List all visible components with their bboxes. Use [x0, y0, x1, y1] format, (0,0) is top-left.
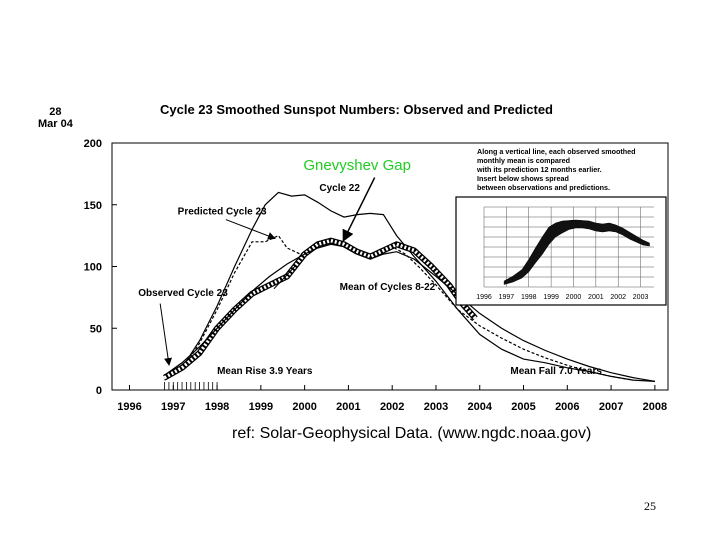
- y-tick-label-0: 0: [96, 385, 102, 397]
- inset-tick-label-2000: 2000: [566, 294, 582, 301]
- chart-title: Cycle 23 Smoothed Sunspot Numbers: Obser…: [160, 102, 553, 117]
- x-tick-label-2005: 2005: [511, 401, 535, 413]
- annotation-observed-cycle-23: Observed Cycle 23: [138, 288, 228, 299]
- inset-tick-label-2003: 2003: [633, 294, 649, 301]
- series-cycle-22: [164, 191, 655, 382]
- x-tick-label-2007: 2007: [599, 401, 623, 413]
- inset-tick-label-1997: 1997: [499, 294, 515, 301]
- x-tick-label-1998: 1998: [205, 401, 229, 413]
- inset-note-line-5: between observations and predictions.: [477, 183, 610, 192]
- annotation-mean-of-cycles-8-22: Mean of Cycles 8-22: [340, 282, 436, 293]
- inset-note-line-4: Insert below shows spread: [477, 174, 569, 183]
- annotation-gnevyshev-gap: Gnevyshev Gap: [303, 157, 411, 174]
- annotation-predicted-cycle-23: Predicted Cycle 23: [178, 207, 267, 218]
- date-month-year: Mar 04: [38, 118, 73, 130]
- inset-tick-label-2001: 2001: [588, 294, 604, 301]
- series-observed-cycle-23-band: [163, 237, 478, 381]
- inset-frame: [455, 196, 667, 306]
- gap-arrow: [342, 177, 376, 243]
- observed-arrow: [159, 303, 173, 367]
- date-stamp: 28 Mar 04: [38, 106, 73, 130]
- x-tick-label-2004: 2004: [468, 401, 493, 413]
- x-tick-label-2006: 2006: [555, 401, 579, 413]
- x-tick-label-1996: 1996: [117, 401, 141, 413]
- inset-tick-label-1999: 1999: [543, 294, 559, 301]
- inset-tick-label-1996: 1996: [476, 294, 492, 301]
- x-tick-label-2001: 2001: [336, 401, 360, 413]
- y-tick-label-100: 100: [84, 262, 102, 274]
- annotation-mean-rise-3-9-years: Mean Rise 3.9 Years: [217, 366, 313, 377]
- mean-leader: [273, 264, 297, 290]
- annotation-cycle-22: Cycle 22: [319, 183, 360, 194]
- inset-note-line-1: Along a vertical line, each observed smo…: [477, 147, 636, 156]
- page-number: 25: [644, 499, 656, 513]
- inset-note-line-2: monthly mean is compared: [477, 156, 570, 165]
- inset-tick-label-1998: 1998: [521, 294, 537, 301]
- x-tick-label-2008: 2008: [643, 401, 667, 413]
- date-day: 28: [49, 106, 62, 118]
- inset-spread-band: [503, 219, 650, 285]
- reference-text: ref: Solar-Geophysical Data. (www.ngdc.n…: [232, 425, 592, 442]
- y-tick-label-150: 150: [84, 200, 102, 212]
- x-tick-label-1997: 1997: [161, 401, 185, 413]
- inset-note-line-3: with its prediction 12 months earlier.: [476, 165, 602, 174]
- predicted-arrow: [225, 219, 276, 240]
- series-mean-of-cycles-8-22: [164, 243, 656, 382]
- annotation-mean-fall-7-0-years: Mean Fall 7.0 Years: [510, 366, 602, 377]
- inset-tick-label-2002: 2002: [610, 294, 626, 301]
- x-tick-label-1999: 1999: [249, 401, 273, 413]
- y-tick-label-200: 200: [84, 138, 102, 150]
- x-tick-label-2003: 2003: [424, 401, 448, 413]
- x-tick-label-2002: 2002: [380, 401, 404, 413]
- y-tick-label-50: 50: [90, 323, 102, 335]
- x-tick-label-2000: 2000: [292, 401, 316, 413]
